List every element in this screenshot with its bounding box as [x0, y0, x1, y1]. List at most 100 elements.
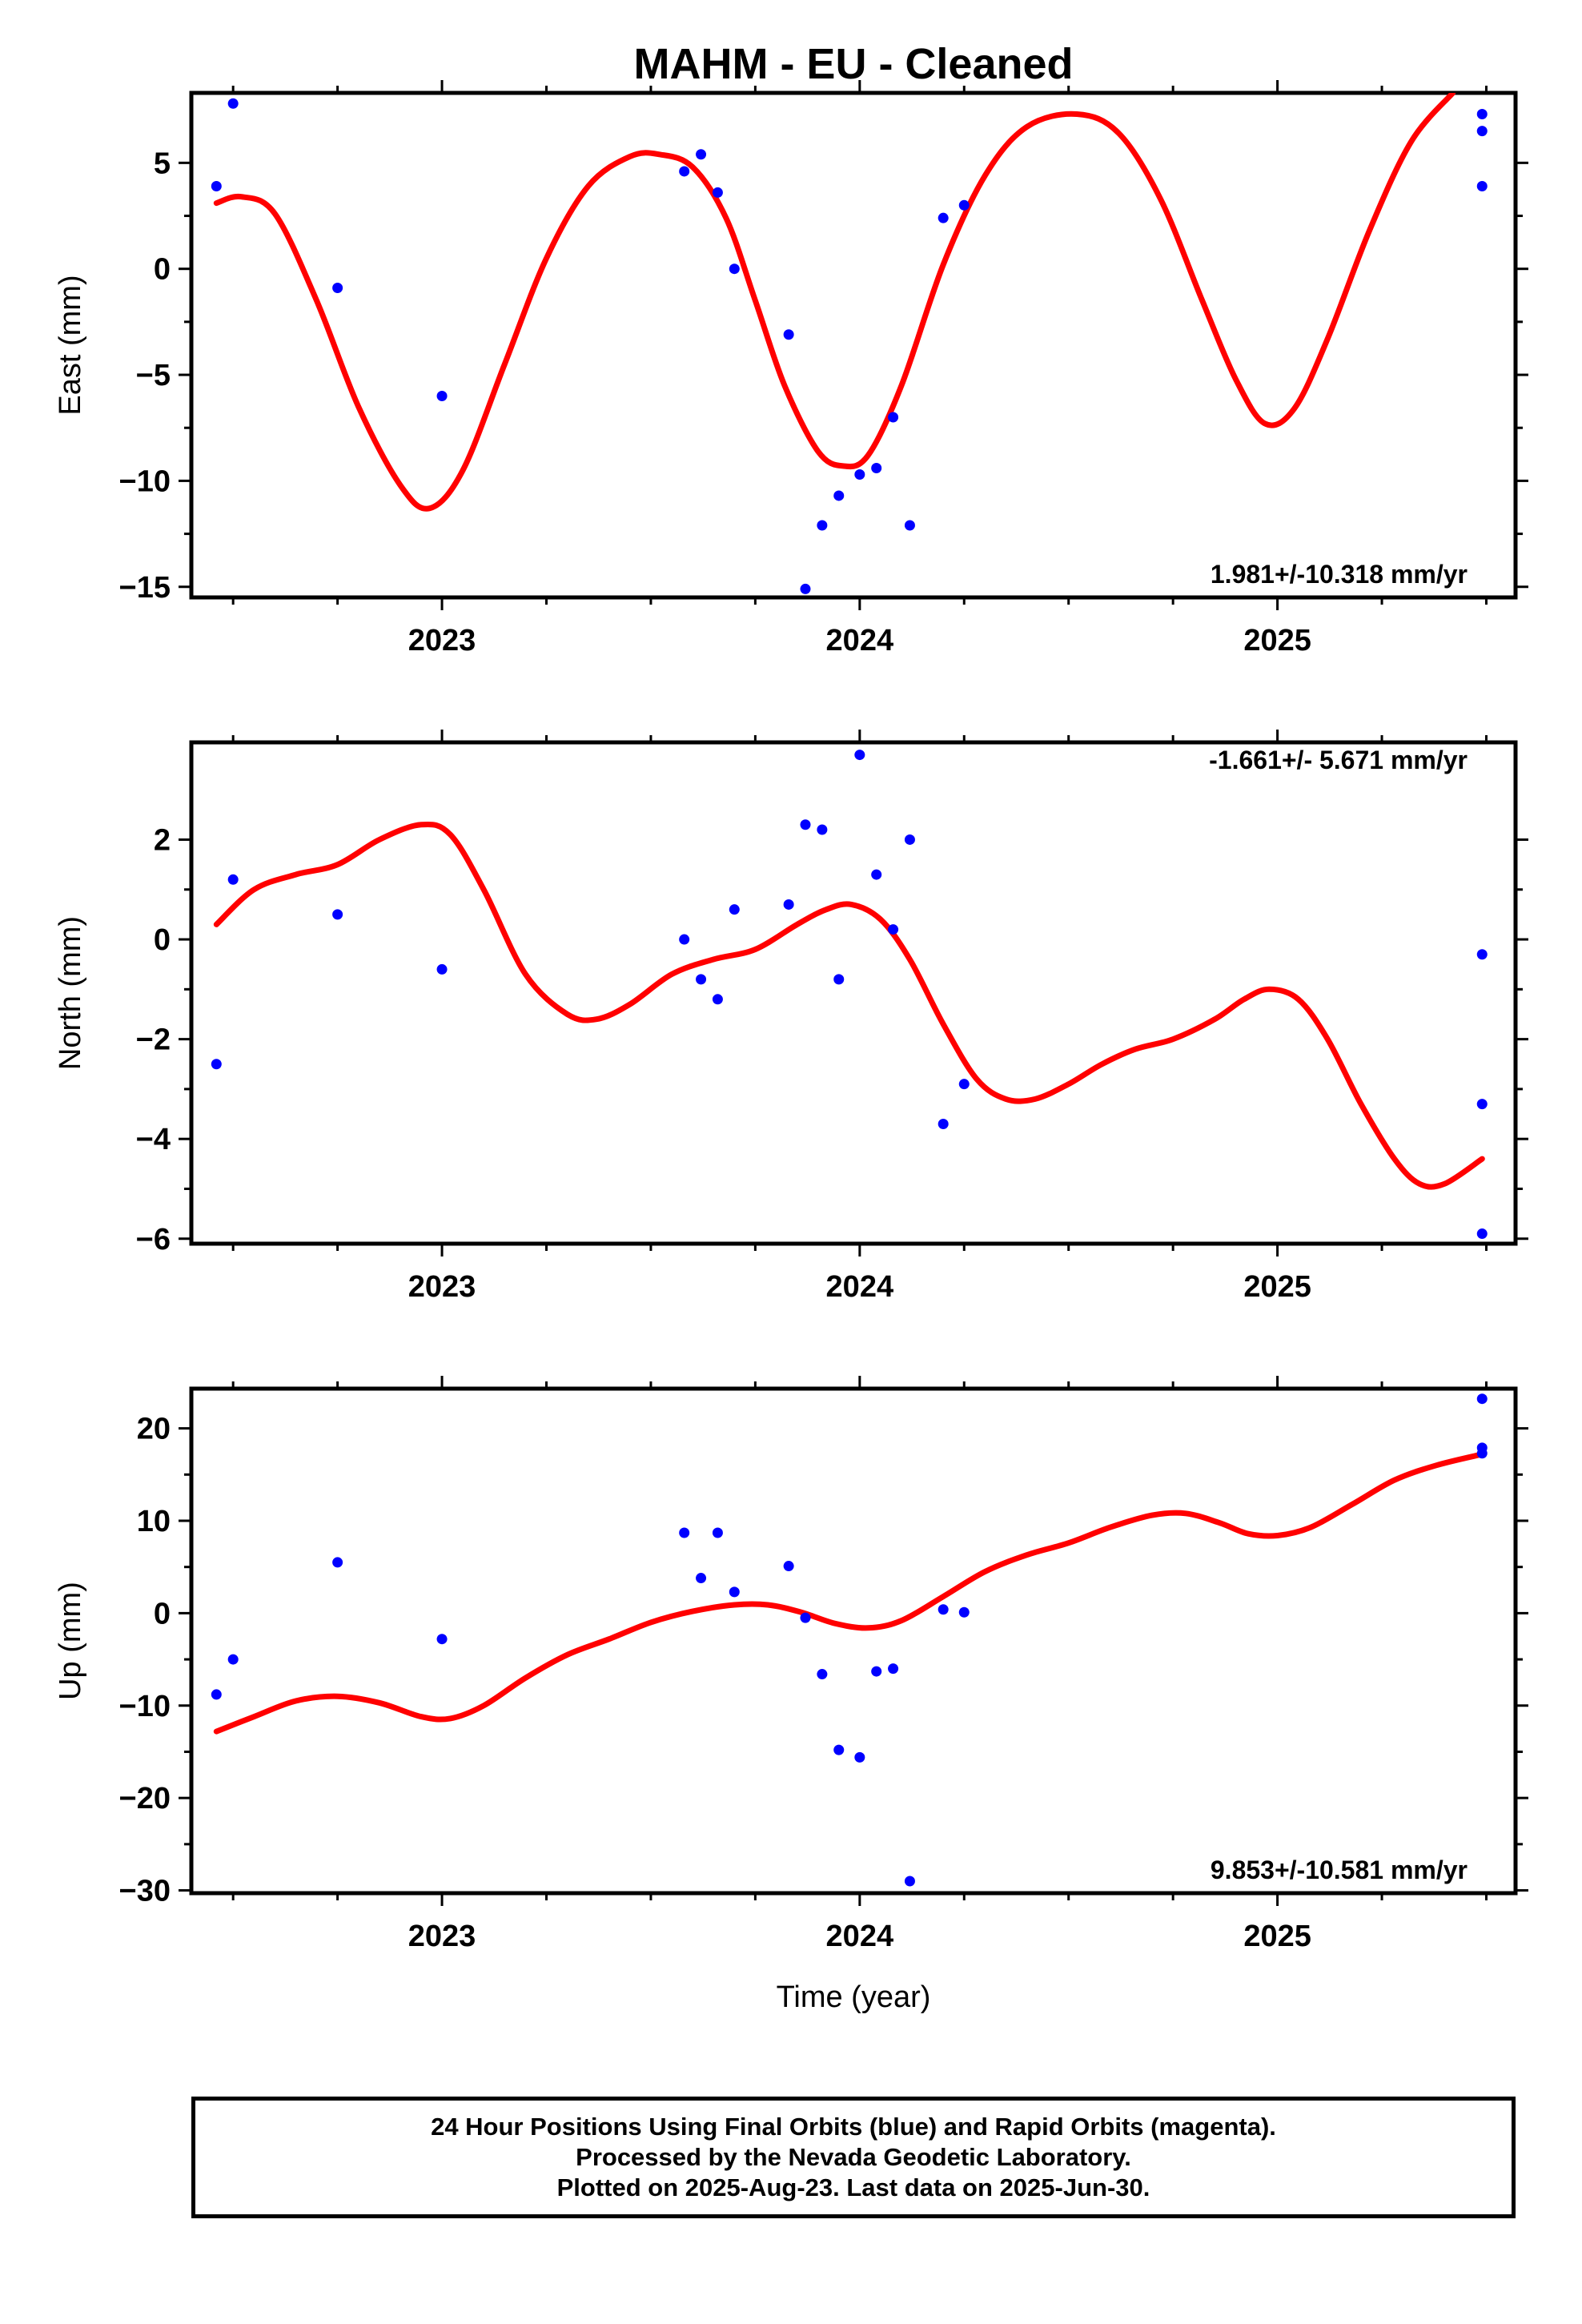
- y-tick-label: −20: [119, 1782, 171, 1815]
- y-tick-label: 2: [154, 823, 171, 857]
- data-point: [904, 520, 915, 531]
- y-tick-label: −2: [136, 1023, 171, 1057]
- data-point: [1476, 1099, 1488, 1110]
- y-tick-label: −15: [119, 571, 171, 605]
- data-layer-north: [211, 750, 1488, 1240]
- y-tick-label: 20: [137, 1413, 171, 1446]
- data-point: [783, 1561, 794, 1572]
- x-tick-label: 2025: [1243, 1270, 1311, 1304]
- y-tick-label: 10: [137, 1505, 171, 1538]
- data-point: [712, 1527, 723, 1538]
- y-axis-label-north: North (mm): [54, 916, 87, 1070]
- data-point: [211, 1689, 222, 1700]
- data-point: [817, 824, 828, 835]
- y-tick-label: −10: [119, 464, 171, 498]
- data-point: [871, 1666, 882, 1677]
- data-point: [854, 1751, 865, 1763]
- data-point: [1476, 1228, 1488, 1240]
- y-tick-label: 0: [154, 253, 171, 287]
- data-point: [871, 463, 882, 474]
- data-point: [1476, 180, 1488, 191]
- x-tick-label: 2025: [1243, 624, 1311, 657]
- y-tick-label: 5: [154, 147, 171, 180]
- data-point: [888, 924, 899, 935]
- footer-line-1: 24 Hour Positions Using Final Orbits (bl…: [431, 2113, 1276, 2141]
- y-tick-label: −30: [119, 1875, 171, 1908]
- rate-label-east: 1.981+/-10.318 mm/yr: [1211, 560, 1468, 589]
- data-point: [696, 149, 707, 160]
- x-tick-label: 2023: [408, 1270, 476, 1304]
- data-point: [332, 283, 343, 294]
- data-layer-east: [211, 93, 1488, 594]
- y-tick-label: 0: [154, 923, 171, 957]
- data-point: [833, 490, 845, 501]
- data-point: [958, 1606, 970, 1618]
- data-point: [1476, 1393, 1488, 1405]
- data-point: [817, 520, 828, 531]
- data-point: [679, 166, 690, 177]
- data-point: [712, 994, 723, 1005]
- data-point: [904, 834, 915, 845]
- x-axis-label: Time (year): [777, 1980, 931, 2014]
- data-point: [854, 468, 865, 480]
- chart-title: MAHM - EU - Cleaned: [633, 40, 1073, 88]
- data-point: [938, 1119, 949, 1130]
- data-point: [783, 899, 794, 910]
- data-point: [888, 1663, 899, 1675]
- data-point: [871, 869, 882, 880]
- fit-curve-north: [213, 821, 1485, 1190]
- y-tick-label: 0: [154, 1597, 171, 1630]
- y-tick-label: −5: [136, 359, 171, 392]
- y-tick-label: −4: [136, 1123, 171, 1156]
- data-point: [938, 1604, 949, 1615]
- data-point: [332, 909, 343, 920]
- y-tick-label: −6: [136, 1223, 171, 1256]
- x-tick-label: 2023: [408, 624, 476, 657]
- data-point: [854, 750, 865, 761]
- data-point: [227, 1654, 239, 1665]
- data-point: [800, 1612, 811, 1623]
- x-tick-label: 2024: [826, 1920, 894, 1953]
- data-point: [1476, 949, 1488, 960]
- data-point: [679, 934, 690, 945]
- data-point: [211, 180, 222, 191]
- x-tick-label: 2023: [408, 1920, 476, 1953]
- panel-east: 2023 2024 2025 −15 −10 −5 0 5 East (mm) 1.981+/-1…: [54, 80, 1528, 657]
- plot-frame-north: [189, 740, 1518, 1246]
- data-point: [729, 1586, 740, 1598]
- data-point: [1476, 126, 1488, 137]
- data-point: [1476, 1448, 1488, 1459]
- data-point: [833, 1744, 845, 1755]
- data-point: [436, 1634, 448, 1645]
- data-point: [696, 974, 707, 985]
- panels: 2023 2024 2025 −15 −10 −5 0 5 East (mm) 1.981+/-1…: [54, 80, 1528, 1953]
- data-point: [211, 1059, 222, 1070]
- y-axis-label-up: Up (mm): [54, 1582, 87, 1700]
- panel-up: 2023 2024 2025 −30 −20 −10 0 10 20 Up (mm) 9.853+/…: [54, 1376, 1528, 1953]
- fit-curve-up: [213, 1451, 1485, 1735]
- data-point: [729, 263, 740, 275]
- data-point: [833, 974, 845, 985]
- x-tick-label: 2024: [826, 624, 894, 657]
- y-axis-label-east: East (mm): [54, 275, 87, 415]
- fit-curve-east: [213, 93, 1456, 512]
- data-point: [783, 329, 794, 340]
- footer-line-3: Plotted on 2025-Aug-23. Last data on 202…: [556, 2173, 1150, 2201]
- data-point: [436, 391, 448, 402]
- data-point: [332, 1557, 343, 1568]
- plot-frame-east: [189, 90, 1518, 600]
- footer-line-2: Processed by the Nevada Geodetic Laborat…: [576, 2143, 1131, 2171]
- data-point: [729, 904, 740, 915]
- data-point: [436, 963, 448, 975]
- data-point: [800, 819, 811, 830]
- plot-frame-up: [189, 1386, 1518, 1896]
- data-point: [958, 199, 970, 211]
- rate-label-up: 9.853+/-10.581 mm/yr: [1211, 1856, 1468, 1884]
- panel-north: 2023 2024 2025 −6 −4 −2 0 2 North (mm) -1.661+/- …: [54, 730, 1528, 1304]
- data-point: [938, 212, 949, 223]
- data-point: [888, 412, 899, 423]
- data-point: [227, 98, 239, 109]
- rate-label-north: -1.661+/- 5.671 mm/yr: [1209, 746, 1468, 774]
- data-layer-up: [211, 1393, 1488, 1887]
